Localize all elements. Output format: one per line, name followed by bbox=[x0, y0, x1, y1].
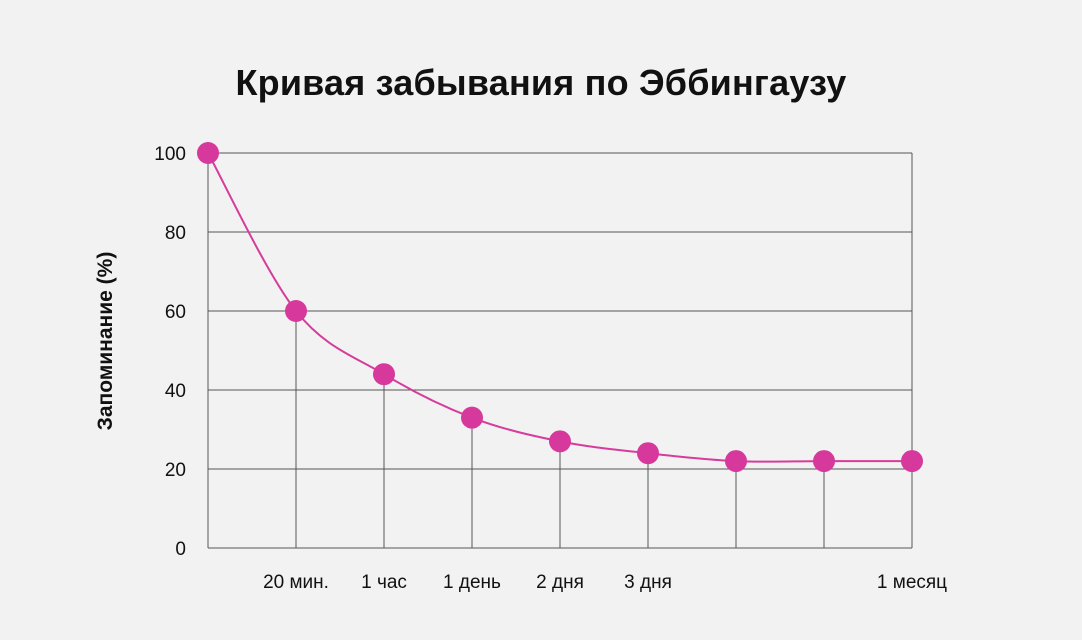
data-point-8 bbox=[901, 450, 923, 473]
data-point-4 bbox=[549, 430, 571, 453]
data-point-0 bbox=[197, 142, 219, 164]
data-point-1 bbox=[285, 300, 307, 322]
x-tick-label-3: 1 день bbox=[443, 572, 501, 593]
y-tick-label-20: 20 bbox=[165, 460, 186, 481]
data-point-3 bbox=[461, 406, 483, 429]
data-point-5 bbox=[637, 442, 659, 465]
y-tick-label-40: 40 bbox=[165, 381, 186, 402]
data-point-2 bbox=[373, 363, 395, 386]
chart-title: Кривая забывания по Эббингаузу bbox=[235, 62, 847, 103]
series-line bbox=[207, 152, 912, 463]
x-tick-label-1: 20 мин. bbox=[263, 572, 329, 593]
data-point-6 bbox=[725, 450, 747, 473]
y-tick-label-100: 100 bbox=[154, 144, 186, 165]
x-tick-label-2: 1 час bbox=[361, 572, 407, 593]
data-point-7 bbox=[813, 450, 835, 473]
y-tick-label-0: 0 bbox=[175, 539, 186, 560]
x-tick-label-8: 1 месяц bbox=[877, 572, 947, 593]
y-tick-label-60: 60 bbox=[165, 302, 186, 323]
x-tick-label-5: 3 дня bbox=[624, 572, 672, 593]
y-tick-label-80: 80 bbox=[165, 223, 186, 244]
x-tick-label-4: 2 дня bbox=[536, 572, 584, 593]
